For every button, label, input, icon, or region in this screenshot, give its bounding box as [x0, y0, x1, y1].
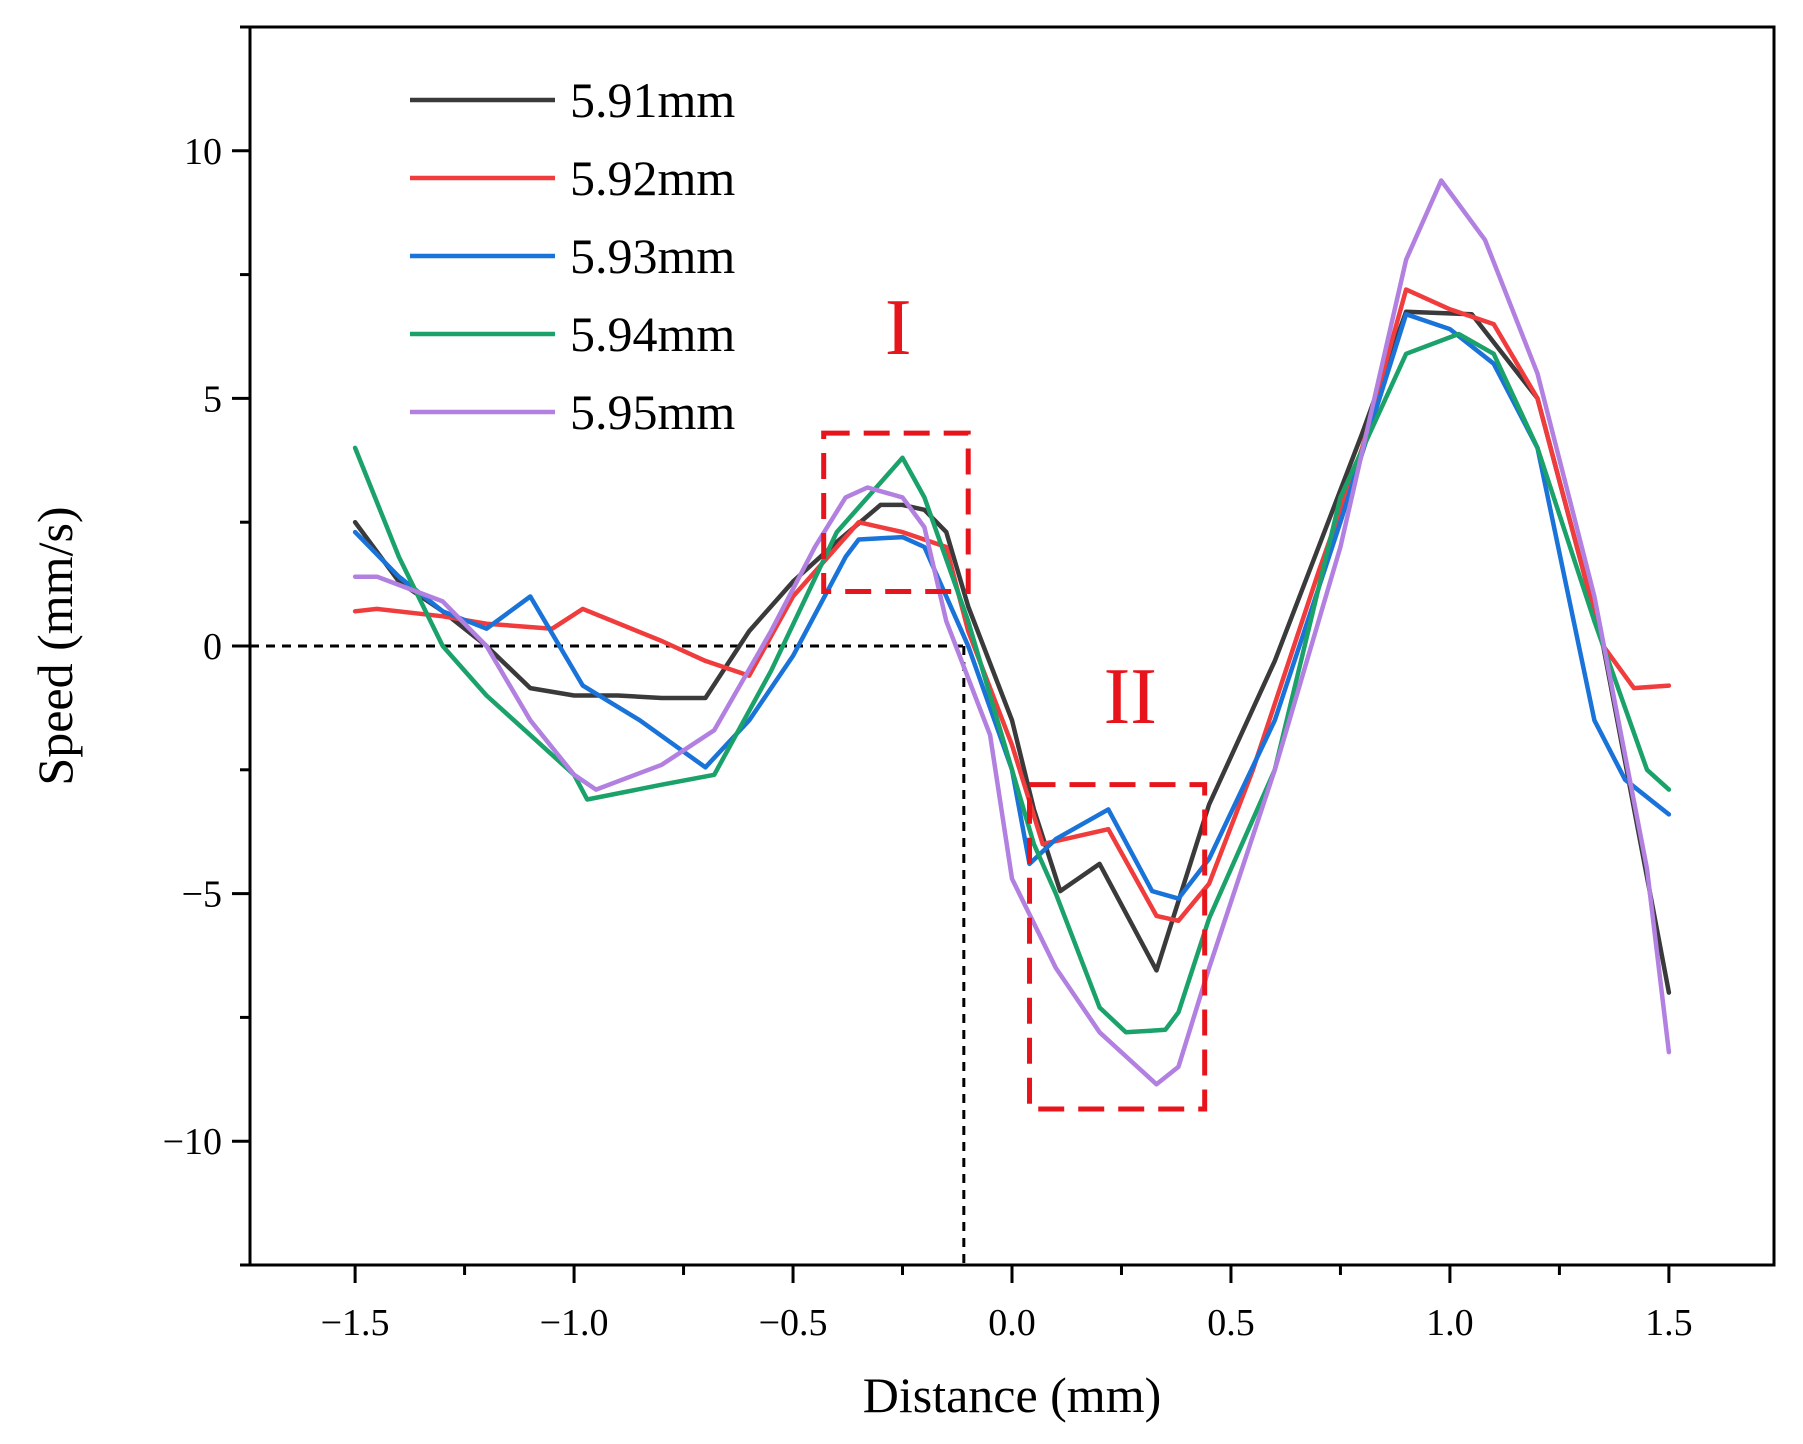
- series-lines: [352, 178, 1672, 1087]
- x-tick-label: 1.5: [1645, 1302, 1693, 1344]
- x-axis-title: Distance (mm): [863, 1367, 1162, 1423]
- y-tick-label: 0: [203, 626, 222, 668]
- y-tick-label: 5: [203, 378, 222, 420]
- y-axis-title: Speed (mm/s): [27, 506, 83, 785]
- x-tick-label: −1.0: [540, 1302, 609, 1344]
- legend-label-5.94mm: 5.94mm: [570, 306, 735, 362]
- legend-label-5.93mm: 5.93mm: [570, 228, 735, 284]
- legend: 5.91mm 5.92mm 5.93mm 5.94mm 5.95mm: [410, 72, 735, 440]
- y-tick-label: −5: [182, 874, 222, 916]
- x-tick-label: 1.0: [1426, 1302, 1474, 1344]
- annotation-boxes: III: [821, 284, 1208, 1112]
- x-ticks: −1.5 −1.0 −0.5 0.0 0.5 1.0 1.5: [321, 1265, 1693, 1344]
- legend-label-5.92mm: 5.92mm: [570, 150, 735, 206]
- y-tick-label: 10: [184, 131, 222, 173]
- legend-label-5.91mm: 5.91mm: [570, 72, 735, 128]
- series-line-5.92mm: [352, 287, 1672, 924]
- annotation-box-II: [1027, 782, 1208, 1112]
- y-ticks: −10 −5 0 5 10: [163, 25, 250, 1267]
- x-tick-label: 0.0: [988, 1302, 1036, 1344]
- y-tick-label: −10: [163, 1121, 222, 1163]
- reference-lines: [250, 644, 966, 1265]
- legend-label-5.95mm: 5.95mm: [570, 384, 735, 440]
- annotation-label-II: II: [1104, 653, 1157, 741]
- x-tick-label: 0.5: [1207, 1302, 1255, 1344]
- x-tick-label: −0.5: [759, 1302, 828, 1344]
- series-line-5.91mm: [352, 309, 1672, 995]
- annotation-box-I: [821, 430, 971, 595]
- annotation-label-I: I: [885, 284, 912, 372]
- x-tick-label: −1.5: [321, 1302, 390, 1344]
- series-line-5.95mm: [352, 178, 1672, 1087]
